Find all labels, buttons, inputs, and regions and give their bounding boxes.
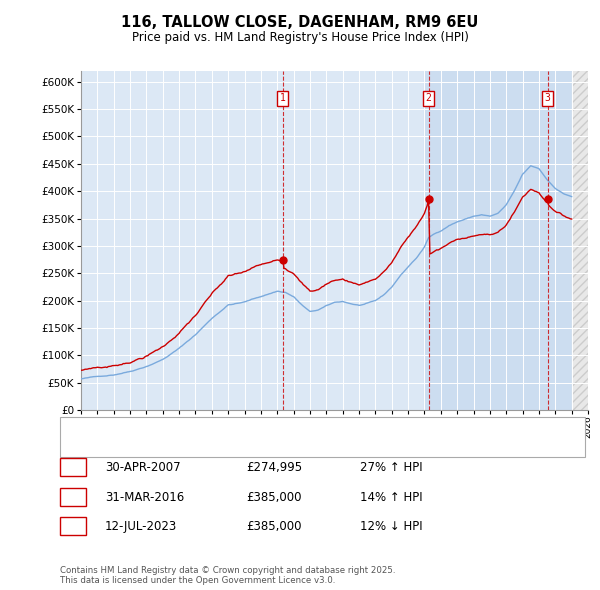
Text: 2: 2 (425, 93, 431, 103)
Bar (572, 71, 588, 410)
Text: £385,000: £385,000 (246, 520, 302, 533)
Text: 14% ↑ HPI: 14% ↑ HPI (360, 491, 422, 504)
Text: 12-JUL-2023: 12-JUL-2023 (105, 520, 177, 533)
Text: 3: 3 (70, 522, 76, 531)
Bar (572, 71, 588, 410)
Text: HPI: Average price, semi-detached house, Barking and Dagenham: HPI: Average price, semi-detached house,… (105, 442, 436, 452)
Text: 31-MAR-2016: 31-MAR-2016 (105, 491, 184, 504)
Text: ———: ——— (69, 422, 91, 435)
Text: Price paid vs. HM Land Registry's House Price Index (HPI): Price paid vs. HM Land Registry's House … (131, 31, 469, 44)
Text: 30-APR-2007: 30-APR-2007 (105, 461, 181, 474)
Text: 116, TALLOW CLOSE, DAGENHAM, RM9 6EU (semi-detached house): 116, TALLOW CLOSE, DAGENHAM, RM9 6EU (se… (105, 424, 441, 434)
Text: 1: 1 (280, 93, 286, 103)
Bar (424, 71, 572, 410)
Text: 27% ↑ HPI: 27% ↑ HPI (360, 461, 422, 474)
Text: Contains HM Land Registry data © Crown copyright and database right 2025.
This d: Contains HM Land Registry data © Crown c… (60, 566, 395, 585)
Text: £274,995: £274,995 (246, 461, 302, 474)
Text: ———: ——— (69, 441, 91, 454)
Text: £385,000: £385,000 (246, 491, 302, 504)
Text: 12% ↓ HPI: 12% ↓ HPI (360, 520, 422, 533)
Text: 1: 1 (70, 463, 76, 472)
Text: 3: 3 (545, 93, 551, 103)
Text: 2: 2 (70, 492, 76, 502)
Text: 116, TALLOW CLOSE, DAGENHAM, RM9 6EU: 116, TALLOW CLOSE, DAGENHAM, RM9 6EU (121, 15, 479, 30)
